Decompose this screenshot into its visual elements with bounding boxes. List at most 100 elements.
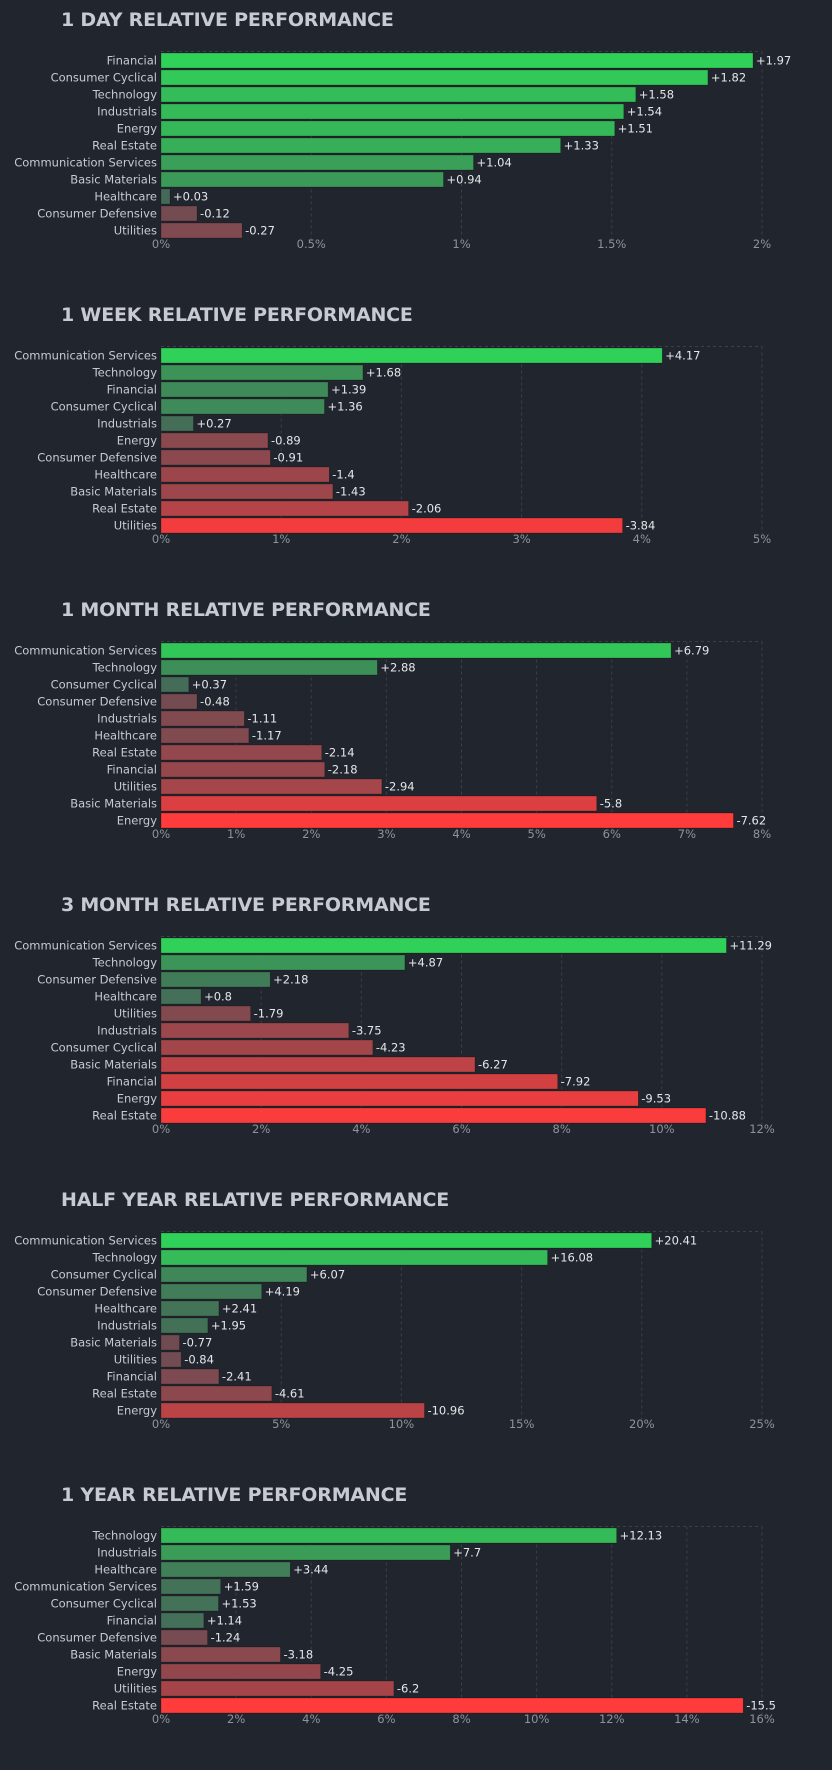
value-label: -1.43 (336, 485, 366, 499)
tick-label: 10% (524, 1712, 550, 1726)
category-label: Utilities (114, 1007, 157, 1021)
value-label: +1.97 (756, 54, 791, 68)
bar (160, 659, 378, 676)
bar (160, 1232, 652, 1249)
tick-label: 7% (678, 827, 696, 841)
chart-panel: HALF YEAR RELATIVE PERFORMANCE Communicat… (0, 1180, 832, 1475)
bar (160, 642, 672, 659)
value-label: +4.87 (408, 956, 443, 970)
value-label: -4.25 (324, 1665, 354, 1679)
value-label: -0.91 (273, 451, 303, 465)
bar (160, 381, 329, 398)
bar (160, 937, 727, 954)
category-label: Energy (117, 434, 157, 448)
tick-label: 6% (452, 1122, 470, 1136)
bar (160, 500, 409, 517)
value-label: -5.8 (600, 797, 622, 811)
category-label: Technology (92, 88, 158, 102)
bar (160, 205, 198, 222)
category-label: Real Estate (92, 1109, 157, 1123)
value-label: -4.23 (376, 1041, 406, 1055)
tick-label: 3% (512, 532, 530, 546)
bar (160, 1022, 350, 1039)
bar (160, 432, 269, 449)
category-label: Basic Materials (70, 1058, 157, 1072)
tick-label: 2% (753, 237, 771, 251)
bar (160, 103, 625, 120)
bar (160, 69, 709, 86)
tick-label: 10% (649, 1122, 675, 1136)
bar (160, 483, 334, 500)
bar (160, 1646, 281, 1663)
value-label: +16.08 (551, 1251, 594, 1265)
bar (160, 1334, 180, 1351)
value-label: +11.29 (729, 939, 772, 953)
bar (160, 1697, 744, 1714)
value-label: -0.89 (271, 434, 301, 448)
category-label: Real Estate (92, 746, 157, 760)
value-label: +1.53 (221, 1597, 256, 1611)
value-label: +1.36 (327, 400, 362, 414)
value-label: +1.58 (639, 88, 674, 102)
chart-title: 1 DAY RELATIVE PERFORMANCE (61, 9, 394, 31)
category-label: Industrials (97, 1024, 157, 1038)
value-label: -0.48 (200, 695, 230, 709)
value-label: +3.44 (293, 1563, 328, 1577)
category-label: Utilities (114, 519, 157, 533)
value-label: -7.62 (736, 814, 766, 828)
bar (160, 517, 623, 534)
category-label: Real Estate (92, 502, 157, 516)
category-label: Financial (107, 1614, 157, 1628)
bar (160, 1090, 639, 1107)
tick-label: 1% (452, 237, 470, 251)
category-label: Basic Materials (70, 1336, 157, 1350)
category-label: Consumer Cyclical (51, 1041, 157, 1055)
tick-label: 0.5% (297, 237, 326, 251)
value-label: +0.27 (196, 417, 231, 431)
category-label: Financial (107, 54, 157, 68)
value-label: -4.61 (275, 1387, 305, 1401)
tick-label: 2% (392, 532, 410, 546)
bar-chart: Financial +1.97 Consumer Cyclical +1.82 Tech… (14, 51, 791, 251)
bar (160, 761, 326, 778)
category-label: Real Estate (92, 1699, 157, 1713)
bar (160, 954, 406, 971)
category-label: Healthcare (94, 729, 157, 743)
tick-label: 2% (252, 1122, 270, 1136)
bar-chart: Technology +12.13 Industrials +7.7 Healthcar… (14, 1526, 776, 1726)
value-label: -0.84 (184, 1353, 214, 1367)
bar (160, 1266, 308, 1283)
category-label: Healthcare (94, 1563, 157, 1577)
value-label: +0.03 (173, 190, 208, 204)
tick-label: 5% (528, 827, 546, 841)
bar-chart: Communication Services +20.41 Technology +1… (14, 1231, 775, 1431)
value-label: -3.18 (283, 1648, 313, 1662)
value-label: +1.68 (366, 366, 401, 380)
tick-label: 2% (302, 827, 320, 841)
bar (160, 1561, 291, 1578)
value-label: +4.17 (665, 349, 700, 363)
tick-label: 1.5% (597, 237, 626, 251)
category-label: Technology (92, 1529, 158, 1543)
value-label: -2.41 (222, 1370, 252, 1384)
bar (160, 1317, 209, 1334)
bar (160, 347, 663, 364)
value-label: -10.96 (427, 1404, 464, 1418)
tick-label: 8% (452, 1712, 470, 1726)
value-label: -1.79 (254, 1007, 284, 1021)
tick-label: 12% (749, 1122, 775, 1136)
value-label: -9.53 (641, 1092, 671, 1106)
category-label: Real Estate (92, 1387, 157, 1401)
tick-label: 1% (272, 532, 290, 546)
value-label: +6.79 (674, 644, 709, 658)
category-label: Energy (117, 814, 157, 828)
value-label: -1.4 (332, 468, 354, 482)
bar (160, 744, 323, 761)
value-label: -7.92 (561, 1075, 591, 1089)
value-label: +1.14 (207, 1614, 242, 1628)
bar (160, 988, 202, 1005)
value-label: +1.59 (224, 1580, 259, 1594)
bar (160, 52, 754, 69)
value-label: -2.18 (328, 763, 358, 777)
chart-title: 1 YEAR RELATIVE PERFORMANCE (61, 1484, 408, 1506)
